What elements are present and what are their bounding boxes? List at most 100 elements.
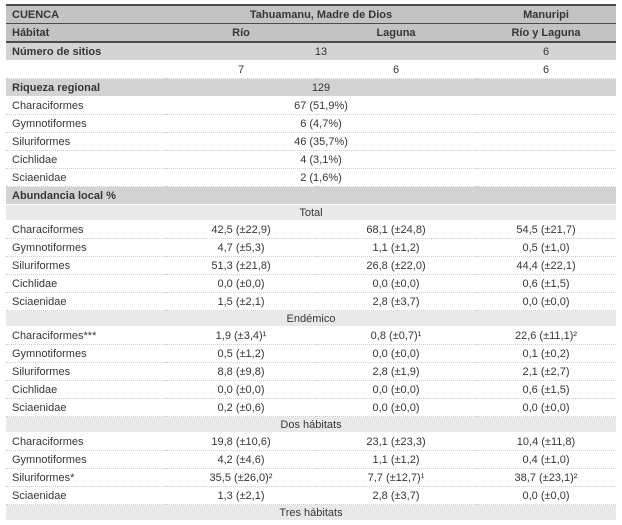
section-title-cell: Dos hábitats [280, 418, 342, 431]
basin-group-cell: Tahuamanu, Madre de Dios [249, 8, 393, 21]
abundance-value-cell: 0,2 (±0,6) [166, 398, 316, 417]
richness-value-cell [476, 168, 616, 187]
abundance-value-cell: 1,3 (±2,1) [166, 486, 316, 505]
abundance-data-row: Siluriformes* 35,5 (±26,0)² 7,7 (±12,7)¹ 38… [6, 468, 616, 487]
habitat-corner-cell: Hábitat [12, 26, 50, 39]
richness-value-cell [476, 96, 616, 115]
abundance-value-cell: 0,0 (±0,0) [316, 274, 476, 293]
abundance-value-cell: 2,8 (±3,7) [316, 486, 476, 505]
taxon-label-cell: Sciaenidae [6, 398, 166, 417]
abundance-value-cell: 0,0 (±0,0) [476, 398, 616, 417]
abundance-value-cell: 10,4 (±11,8) [476, 432, 616, 451]
taxon-label-cell: Siluriformes [6, 132, 166, 151]
abundance-value-cell: 1,1 (±1,2) [316, 238, 476, 257]
abundance-data-row: Characiformes*** 1,9 (±3,4)¹ 0,8 (±0,7)¹ 22… [6, 326, 616, 345]
richness-group-row: Siluriformes 46 (35,7%) [6, 132, 616, 151]
section-title-row: Dos hábitats [6, 416, 616, 433]
taxon-label-cell: Characiformes [6, 220, 166, 239]
abundance-value-cell: 0,6 (±1,5) [476, 274, 616, 293]
richness-tahuamanu-cell: 129 [311, 81, 331, 94]
richness-group-row: Cichlidae 4 (3,1%) [6, 150, 616, 169]
abundance-data-row: Characiformes 42,5 (±22,9) 68,1 (±24,8) 54,… [6, 220, 616, 239]
abundance-value-cell: 0,0 (±0,0) [316, 380, 476, 399]
abundance-value-cell: 0,0 (±0,0) [476, 486, 616, 505]
abundance-value-cell: 0,0 (±0,0) [316, 398, 476, 417]
abundance-data-row: Gymnotiformes 4,7 (±5,3) 1,1 (±1,2) 0,5 (±1… [6, 238, 616, 257]
habitat-column-cell: Laguna [376, 26, 416, 39]
sites-count-cell: 6 [476, 60, 616, 79]
richness-value-cell: 6 (4,7%) [166, 114, 476, 133]
abundance-value-cell: 20,8 (±21,7) [166, 520, 316, 525]
taxon-label-cell: Gymnotiformes [6, 238, 166, 257]
taxon-label-cell: Siluriformes [6, 362, 166, 381]
abundance-value-cell: 23,1 (±23,3) [316, 432, 476, 451]
abundance-value-cell: 21,7 (±17,2) [476, 520, 616, 525]
sites-count-cell: 6 [316, 60, 476, 79]
table-body: CUENCA Tahuamanu, Madre de Dios Manuripi Há… [6, 5, 616, 525]
taxon-label-cell: Cichlidae [6, 150, 166, 169]
richness-value-cell [476, 132, 616, 151]
abundance-value-cell: 4,2 (±4,6) [166, 450, 316, 469]
abundance-value-cell: 0,6 (±1,5) [476, 380, 616, 399]
taxon-label-cell: Siluriformes* [6, 468, 166, 487]
abundance-value-cell: 0,8 (±0,7)¹ [316, 326, 476, 345]
section-title-row: Endémico [6, 310, 616, 327]
taxon-label-cell: Gymnotiformes [6, 450, 166, 469]
abundance-data-row: Cichlidae 0,0 (±0,0) 0,0 (±0,0) 0,6 (±1,5) [6, 380, 616, 399]
taxon-label-cell: Sciaenidae [6, 168, 166, 187]
abundance-value-cell: 26,8 (±22,0) [316, 256, 476, 275]
abundance-data-row: Siluriformes 51,3 (±21,8) 26,8 (±22,0) 44,4… [6, 256, 616, 275]
richness-manuripi-cell [476, 79, 616, 97]
abundance-value-cell: 38,7 (±23,1)² [476, 468, 616, 487]
taxon-label-cell: Sciaenidae [6, 292, 166, 311]
sites-count-cell: 7 [166, 60, 316, 79]
abundance-data-row: Sciaenidae 1,3 (±2,1) 2,8 (±3,7) 0,0 (±0,0) [6, 486, 616, 505]
taxon-label-cell: Siluriformes [6, 256, 166, 275]
taxon-label-cell: Characiformes [6, 520, 166, 525]
richness-group-row: Characiformes 67 (51,9%) [6, 96, 616, 115]
abundance-value-cell: 2,1 (±2,7) [476, 362, 616, 381]
sites-tahuamanu-cell: 13 [314, 45, 328, 58]
richness-group-row: Sciaenidae 2 (1,6%) [6, 168, 616, 187]
abundance-data-row: Characiformes 19,8 (±10,6) 23,1 (±23,3) 10,… [6, 432, 616, 451]
abundance-value-cell: 44,4 (±22,1) [476, 256, 616, 275]
cuenca-corner-cell: CUENCA [12, 8, 60, 21]
sites-manuripi-cell: 6 [542, 45, 550, 58]
richness-group-row: Gymnotiformes 6 (4,7%) [6, 114, 616, 133]
row-label-cell: Número de sitios [12, 45, 102, 58]
section-title-row: Total [6, 204, 616, 221]
row-label-cell [6, 60, 166, 79]
abundance-data-row: Cichlidae 0,0 (±0,0) 0,0 (±0,0) 0,6 (±1,5) [6, 274, 616, 293]
abundance-value-cell: 0,0 (±0,0) [166, 380, 316, 399]
taxon-label-cell: Cichlidae [6, 380, 166, 399]
abundance-value-cell: 0,0 (±0,0) [316, 344, 476, 363]
section-title-cell: Total [299, 206, 323, 219]
taxon-label-cell: Characiformes [6, 96, 166, 115]
habitat-column-cell: Río y Laguna [511, 26, 581, 39]
abundance-value-cell: 54,5 (±21,7) [476, 220, 616, 239]
abundance-value-cell: 0,0 (±0,0) [166, 274, 316, 293]
richness-value-cell [476, 150, 616, 169]
abundance-data-row: Sciaenidae 1,5 (±2,1) 2,8 (±3,7) 0,0 (±0,0) [6, 292, 616, 311]
abundance-value-cell: 19,8 (±10,6) [166, 432, 316, 451]
regional-richness-row: Riqueza regional 129 [6, 78, 616, 97]
abundance-value-cell: 1,9 (±3,4)¹ [166, 326, 316, 345]
abundance-value-cell: 22,6 (±11,1)² [476, 326, 616, 345]
habitat-column-cell: Río [232, 26, 250, 39]
richness-value-cell [476, 114, 616, 133]
abundance-value-cell: 7,7 (±12,7)¹ [316, 468, 476, 487]
taxon-label-cell: Characiformes [6, 432, 166, 451]
taxon-label-cell: Characiformes*** [6, 326, 166, 345]
basin-group-cell: Manuripi [523, 8, 569, 21]
abundance-value-cell: 51,3 (±21,8) [166, 256, 316, 275]
abundance-value-cell: 0,5 (±1,0) [476, 238, 616, 257]
abundance-value-cell: 0,0 (±0,0) [476, 292, 616, 311]
abundance-data-row: Gymnotiformes 4,2 (±4,6) 1,1 (±1,2) 0,4 (±1… [6, 450, 616, 469]
abundance-value-cell: 2,8 (±1,9) [316, 362, 476, 381]
species-abundance-table: CUENCA Tahuamanu, Madre de Dios Manuripi Há… [6, 4, 616, 525]
abundance-value-cell: 0,4 (±1,0) [476, 450, 616, 469]
section-title-cell: Tres hábitats [279, 506, 343, 519]
basin-header-row: CUENCA Tahuamanu, Madre de Dios Manuripi [6, 5, 616, 24]
section-title-row: Tres hábitats [6, 504, 616, 521]
